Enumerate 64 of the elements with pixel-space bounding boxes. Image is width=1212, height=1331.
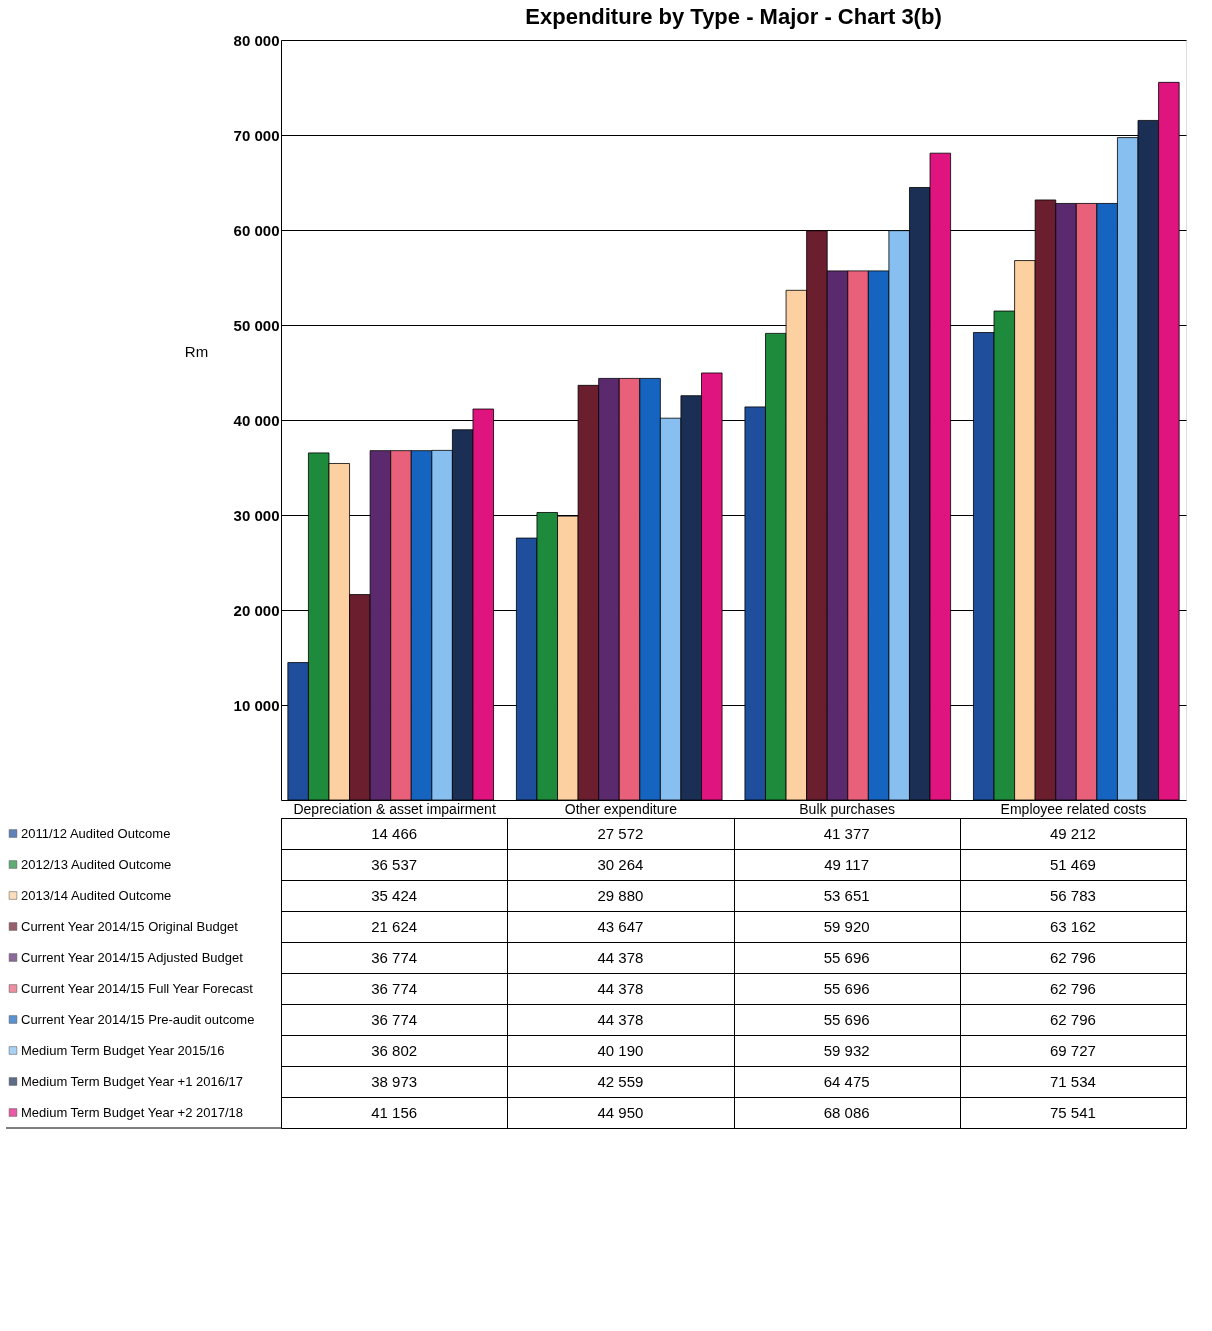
data-label: 56 783: [1049, 886, 1096, 904]
data-label: 36 774: [371, 948, 418, 966]
data-label: 55 696: [823, 1010, 870, 1028]
data-label: 75 541: [1049, 1103, 1096, 1121]
legend-label: Medium Term Budget Year 2015/16: [21, 1042, 225, 1058]
y-tick-label: 50 000: [233, 316, 280, 334]
chart-title: Expenditure by Type - Major - Chart 3(b): [525, 4, 942, 29]
y-tick-label: 60 000: [233, 221, 280, 239]
legend-label: 2013/14 Audited Outcome: [21, 887, 172, 903]
y-tick-label: 80 000: [233, 31, 280, 49]
data-label: 53 651: [823, 886, 870, 904]
data-label: 14 466: [371, 824, 418, 842]
data-label: 36 802: [371, 1041, 418, 1059]
legend-label: Current Year 2014/15 Full Year Forecast: [21, 980, 254, 996]
data-label: 36 774: [371, 979, 418, 997]
data-label: 68 086: [823, 1103, 870, 1121]
data-label: 64 475: [823, 1072, 870, 1090]
data-label: 44 378: [597, 1010, 644, 1028]
data-label: 44 378: [597, 979, 644, 997]
x-tick-label: Bulk purchases: [799, 800, 895, 817]
x-tick-label: Depreciation & asset impairment: [293, 800, 496, 817]
legend-label: 2012/13 Audited Outcome: [21, 856, 172, 872]
y-tick-label: 10 000: [233, 696, 280, 714]
data-label: 55 696: [823, 979, 870, 997]
data-label: 29 880: [597, 886, 644, 904]
legend-label: 2011/12 Audited Outcome: [21, 825, 171, 841]
data-label: 36 537: [371, 855, 418, 873]
data-label: 62 796: [1049, 1010, 1096, 1028]
data-label: 42 559: [597, 1072, 644, 1090]
legend-label: Current Year 2014/15 Adjusted Budget: [21, 949, 244, 965]
data-label: 59 920: [823, 917, 870, 935]
data-label: 30 264: [597, 855, 644, 873]
data-label: 49 117: [824, 855, 870, 873]
y-tick-label: 20 000: [233, 601, 280, 619]
legend-label: Current Year 2014/15 Pre-audit outcome: [21, 1011, 255, 1027]
data-label: 41 377: [823, 824, 870, 842]
data-label: 44 950: [597, 1103, 644, 1121]
x-tick-label: Other expenditure: [564, 800, 678, 817]
data-label: 41 156: [371, 1103, 418, 1121]
data-label: 71 534: [1049, 1072, 1096, 1090]
y-tick-label: 70 000: [233, 126, 280, 144]
data-label: 49 212: [1049, 824, 1096, 842]
data-label: 21 624: [371, 917, 418, 935]
data-label: 44 378: [597, 948, 644, 966]
y-axis-title: Rm: [184, 342, 209, 360]
data-label: 40 190: [597, 1041, 644, 1059]
data-label: 59 932: [823, 1041, 870, 1059]
legend-label: Current Year 2014/15 Original Budget: [21, 918, 239, 934]
data-label: 38 973: [371, 1072, 418, 1090]
legend-label: Medium Term Budget Year +2 2017/18: [21, 1104, 243, 1120]
data-label: 43 647: [597, 917, 644, 935]
legend-label: Medium Term Budget Year +1 2016/17: [21, 1073, 243, 1089]
data-label: 62 796: [1049, 979, 1096, 997]
data-label: 62 796: [1049, 948, 1096, 966]
data-label: 27 572: [597, 824, 644, 842]
y-tick-label: 30 000: [233, 506, 280, 524]
y-tick-label: 40 000: [233, 411, 280, 429]
data-label: 55 696: [823, 948, 870, 966]
x-tick-label: Employee related costs: [1000, 800, 1147, 817]
data-label: 63 162: [1049, 917, 1096, 935]
data-label: 69 727: [1049, 1041, 1096, 1059]
data-label: 51 469: [1049, 855, 1096, 873]
data-label: 36 774: [371, 1010, 418, 1028]
data-label: 35 424: [371, 886, 418, 904]
